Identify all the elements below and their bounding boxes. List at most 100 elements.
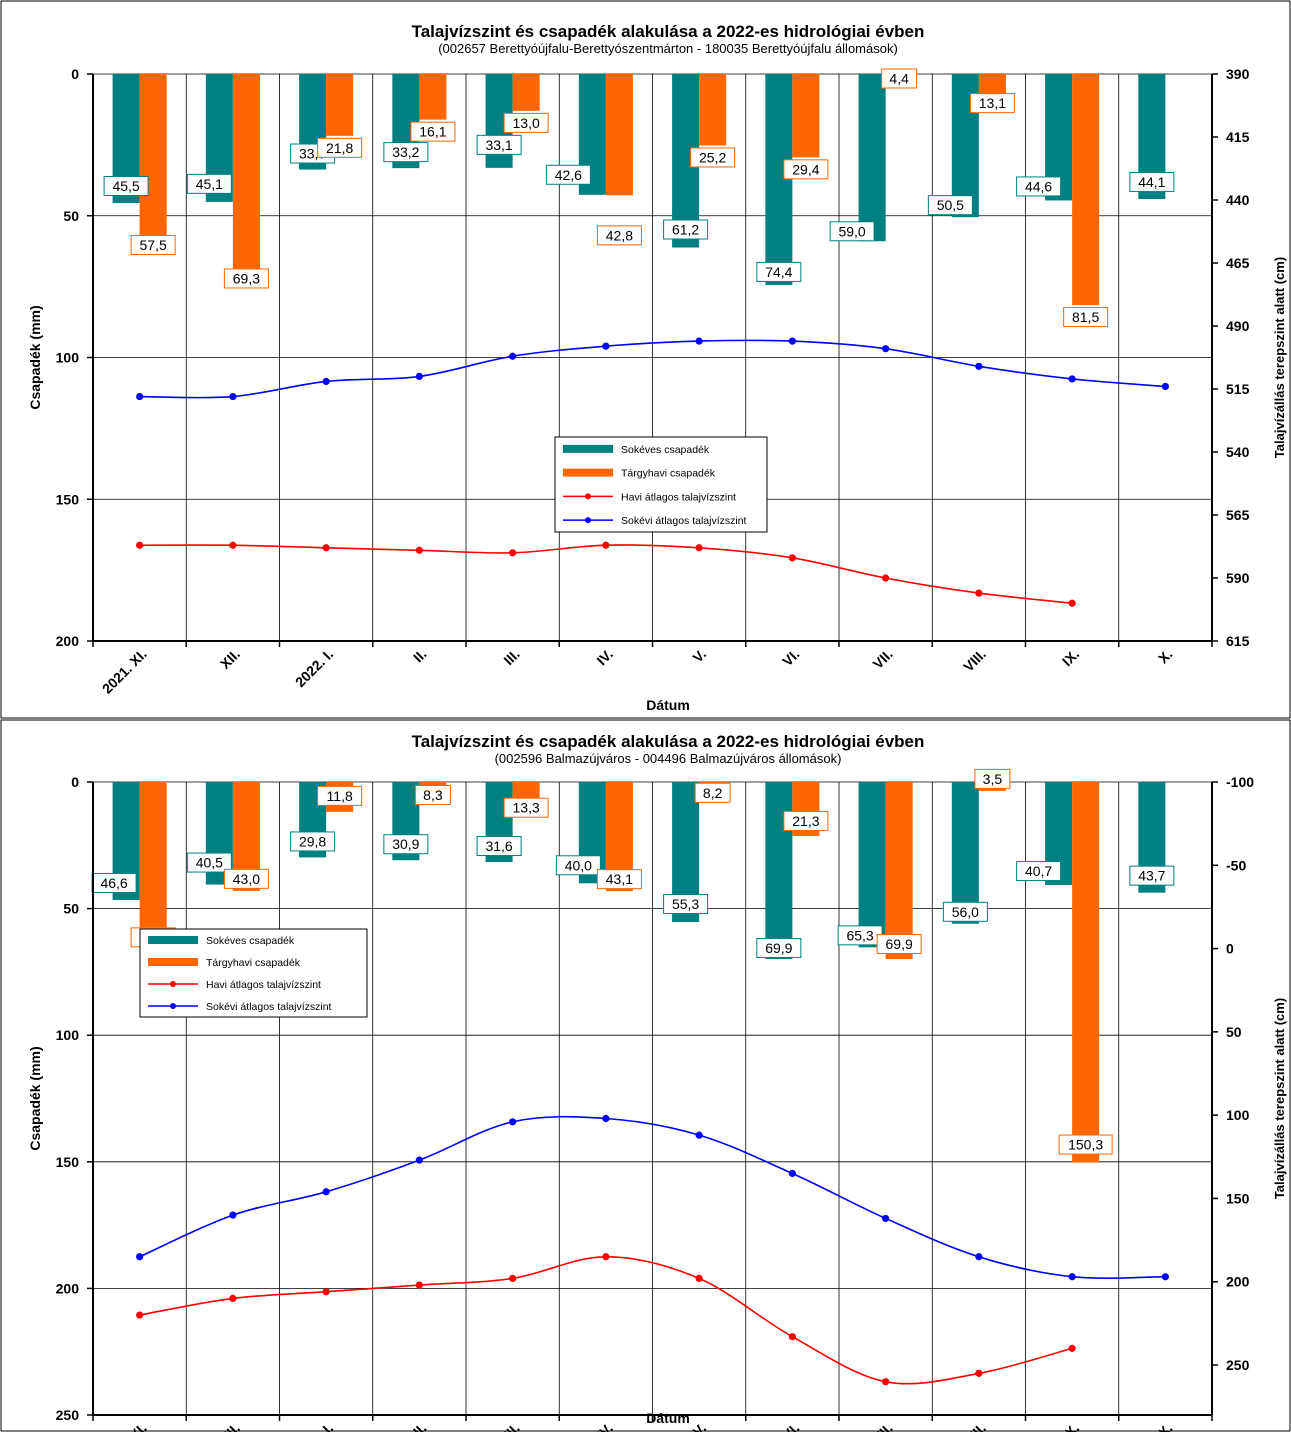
point-sokevi (788, 337, 796, 345)
data-label-targyhavi: 8,3 (423, 787, 443, 803)
point-havi (509, 1274, 517, 1283)
bar-targyhavi (512, 74, 540, 111)
data-label-targyhavi: 21,8 (326, 140, 353, 156)
legend-label: Havi átlagos talajvízszint (621, 491, 736, 503)
tick-label-left: 150 (56, 1154, 80, 1170)
data-label-targyhavi: 4,4 (889, 70, 909, 86)
data-label-sokeves: 61,2 (672, 222, 699, 238)
point-sokevi (695, 337, 703, 345)
point-sokevi (229, 392, 237, 401)
tick-label-left: 100 (56, 1027, 80, 1043)
bar-targyhavi (139, 74, 167, 238)
data-label-sokeves: 40,7 (1025, 863, 1052, 879)
data-label-sokeves: 30,9 (392, 836, 419, 852)
tick-label-right: 390 (1226, 66, 1250, 82)
bar-targyhavi (1072, 74, 1100, 306)
data-label-targyhavi-box (969, 93, 1015, 114)
point-havi (788, 554, 796, 562)
point-havi (882, 574, 890, 582)
point-sokevi (975, 1253, 983, 1261)
data-label-targyhavi-box (223, 868, 269, 889)
bar-targyhavi (1072, 782, 1100, 1163)
legend-swatch (563, 444, 613, 453)
data-label-targyhavi: 69,3 (233, 270, 260, 286)
data-label-sokeves: 65,3 (846, 927, 873, 943)
tick-label-left: 200 (56, 1280, 80, 1296)
bar-targyhavi (792, 74, 820, 158)
point-havi (602, 541, 610, 549)
bar-targyhavi (605, 74, 633, 196)
data-label-sokeves-box (290, 831, 336, 852)
data-label-targyhavi-box (690, 147, 736, 168)
tick-label-left: 250 (56, 1407, 80, 1423)
bar-targyhavi (885, 782, 913, 959)
bar-targyhavi (699, 74, 727, 146)
tick-label-left: 100 (56, 350, 80, 366)
data-label-sokeves-box (663, 894, 709, 915)
tick-label-right: 440 (1226, 192, 1250, 208)
point-sokevi (602, 1114, 610, 1123)
bar-sokeves (765, 74, 793, 285)
chart-subtitle: (002596 Balmazújváros - 004496 Balmazújv… (495, 751, 842, 766)
data-label-targyhavi-box (881, 68, 918, 89)
point-sokevi (229, 1211, 237, 1219)
data-label-targyhavi-box (223, 268, 269, 289)
data-label-targyhavi: 43,0 (233, 871, 260, 887)
tick-label-right: 150 (1226, 1190, 1250, 1206)
tick-label-left: 50 (63, 208, 79, 224)
data-label-targyhavi: 43,1 (606, 871, 633, 887)
chart-svg-balmazujvaros: Talajvízszint és csapadék alakulása a 20… (0, 719, 1291, 1432)
data-label-targyhavi: 16,1 (419, 124, 446, 140)
data-label-sokeves-box (555, 855, 601, 876)
point-sokevi (322, 377, 330, 386)
data-label-sokeves-box (186, 852, 232, 873)
bar-targyhavi (326, 74, 354, 136)
point-sokevi (509, 352, 517, 360)
chart-title: Talajvízszint és csapadék alakulása a 20… (412, 22, 925, 41)
point-sokevi (136, 1253, 144, 1261)
bar-sokeves (765, 782, 793, 959)
data-label-targyhavi: 13,3 (513, 800, 540, 816)
legend-label: Sokévi átlagos talajvízszint (621, 515, 747, 527)
data-label-sokeves-box (1129, 172, 1175, 193)
point-sokevi (788, 1169, 796, 1178)
legend-label: Sokéves csapadék (206, 935, 295, 947)
point-sokevi (509, 1118, 517, 1126)
point-havi (136, 1311, 144, 1319)
data-label-sokeves: 33,1 (485, 137, 512, 153)
data-label-targyhavi-box (317, 137, 363, 158)
data-label-sokeves-box (829, 221, 875, 242)
tick-label-right: -50 (1226, 857, 1246, 873)
data-label-sokeves: 46,6 (100, 875, 127, 891)
data-label-targyhavi: 42,8 (606, 227, 633, 243)
point-havi (322, 1288, 330, 1296)
point-havi (1068, 1344, 1076, 1352)
tick-label-right: 565 (1226, 507, 1250, 523)
point-sokevi (322, 1188, 330, 1196)
legend-swatch (563, 468, 613, 477)
data-label-sokeves: 40,5 (196, 855, 223, 871)
tick-label-left: 50 (63, 901, 79, 917)
tick-label-right: 100 (1226, 1107, 1250, 1123)
point-havi (975, 1369, 983, 1377)
tick-label-right: -100 (1226, 774, 1254, 790)
data-label-targyhavi-box (317, 785, 363, 806)
point-havi (229, 541, 237, 549)
point-sokevi (882, 1214, 890, 1223)
point-sokevi (602, 342, 610, 350)
data-label-targyhavi-box (596, 225, 642, 246)
data-label-targyhavi-box (503, 797, 549, 818)
point-havi (975, 589, 983, 597)
point-havi (695, 544, 703, 552)
data-label-sokeves-box (545, 164, 591, 185)
data-label-sokeves: 69,9 (765, 940, 792, 956)
data-label-targyhavi: 150,3 (1068, 1137, 1103, 1153)
tick-label-right: 465 (1226, 255, 1250, 271)
data-label-sokeves: 31,6 (485, 838, 512, 854)
legend-marker (585, 517, 591, 524)
y2-axis-title: Talajvízállás terepszint alatt (cm) (1272, 998, 1287, 1199)
data-label-sokeves-box (756, 261, 802, 282)
legend-marker (170, 981, 176, 987)
legend-label: Havi átlagos talajvízszint (206, 979, 321, 991)
